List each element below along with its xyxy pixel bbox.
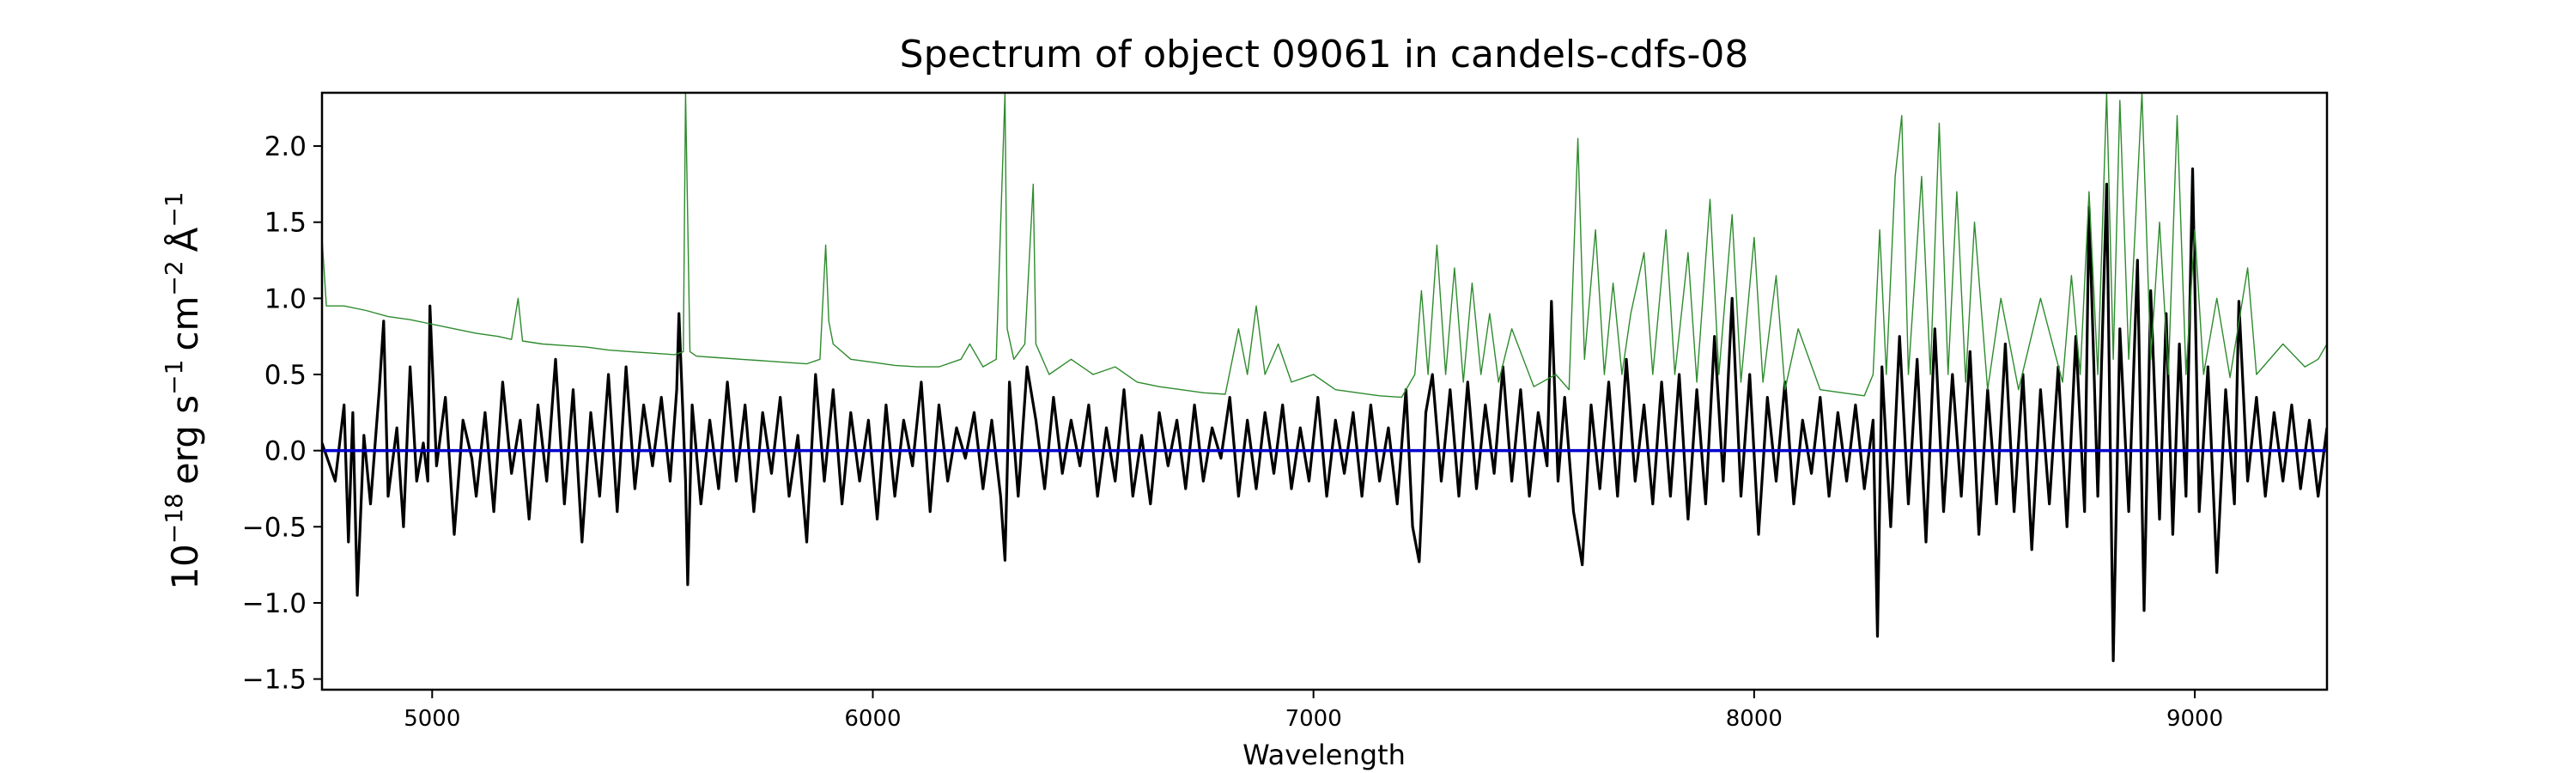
y-tick-label: 1.0 — [264, 283, 307, 314]
x-tick-label: 9000 — [2166, 706, 2223, 732]
y-axis-label: 10−18erg s−1cm−2Å−1 — [160, 192, 206, 589]
plot-frame — [320, 91, 2329, 691]
y-tick-label: −0.5 — [242, 512, 307, 543]
y-tick-label: −1.0 — [242, 588, 307, 619]
series-layer — [322, 93, 2327, 662]
y-tick-label: 0.0 — [264, 436, 307, 467]
x-tick-label: 7000 — [1285, 706, 1342, 732]
y-tick-label: 2.0 — [264, 131, 307, 162]
y-tick-label: 0.5 — [264, 360, 307, 391]
chart-title: Spectrum of object 09061 in candels-cdfs… — [900, 33, 1749, 76]
series-flux-line — [322, 167, 2327, 662]
x-axis-label: Wavelength — [1242, 739, 1406, 771]
y-tick-label: 1.5 — [264, 208, 307, 239]
y-tick-label: −1.5 — [242, 665, 307, 696]
x-tick-label: 8000 — [1726, 706, 1783, 732]
x-tick-label: 5000 — [404, 706, 460, 732]
y-axis: −1.5 −1.0 −0.5 0.0 0.5 1.0 1.5 2.0 — [242, 131, 322, 696]
x-axis: 5000 6000 7000 8000 9000 — [404, 690, 2223, 732]
x-tick-label: 6000 — [844, 706, 901, 732]
series-error-line — [322, 93, 2327, 399]
